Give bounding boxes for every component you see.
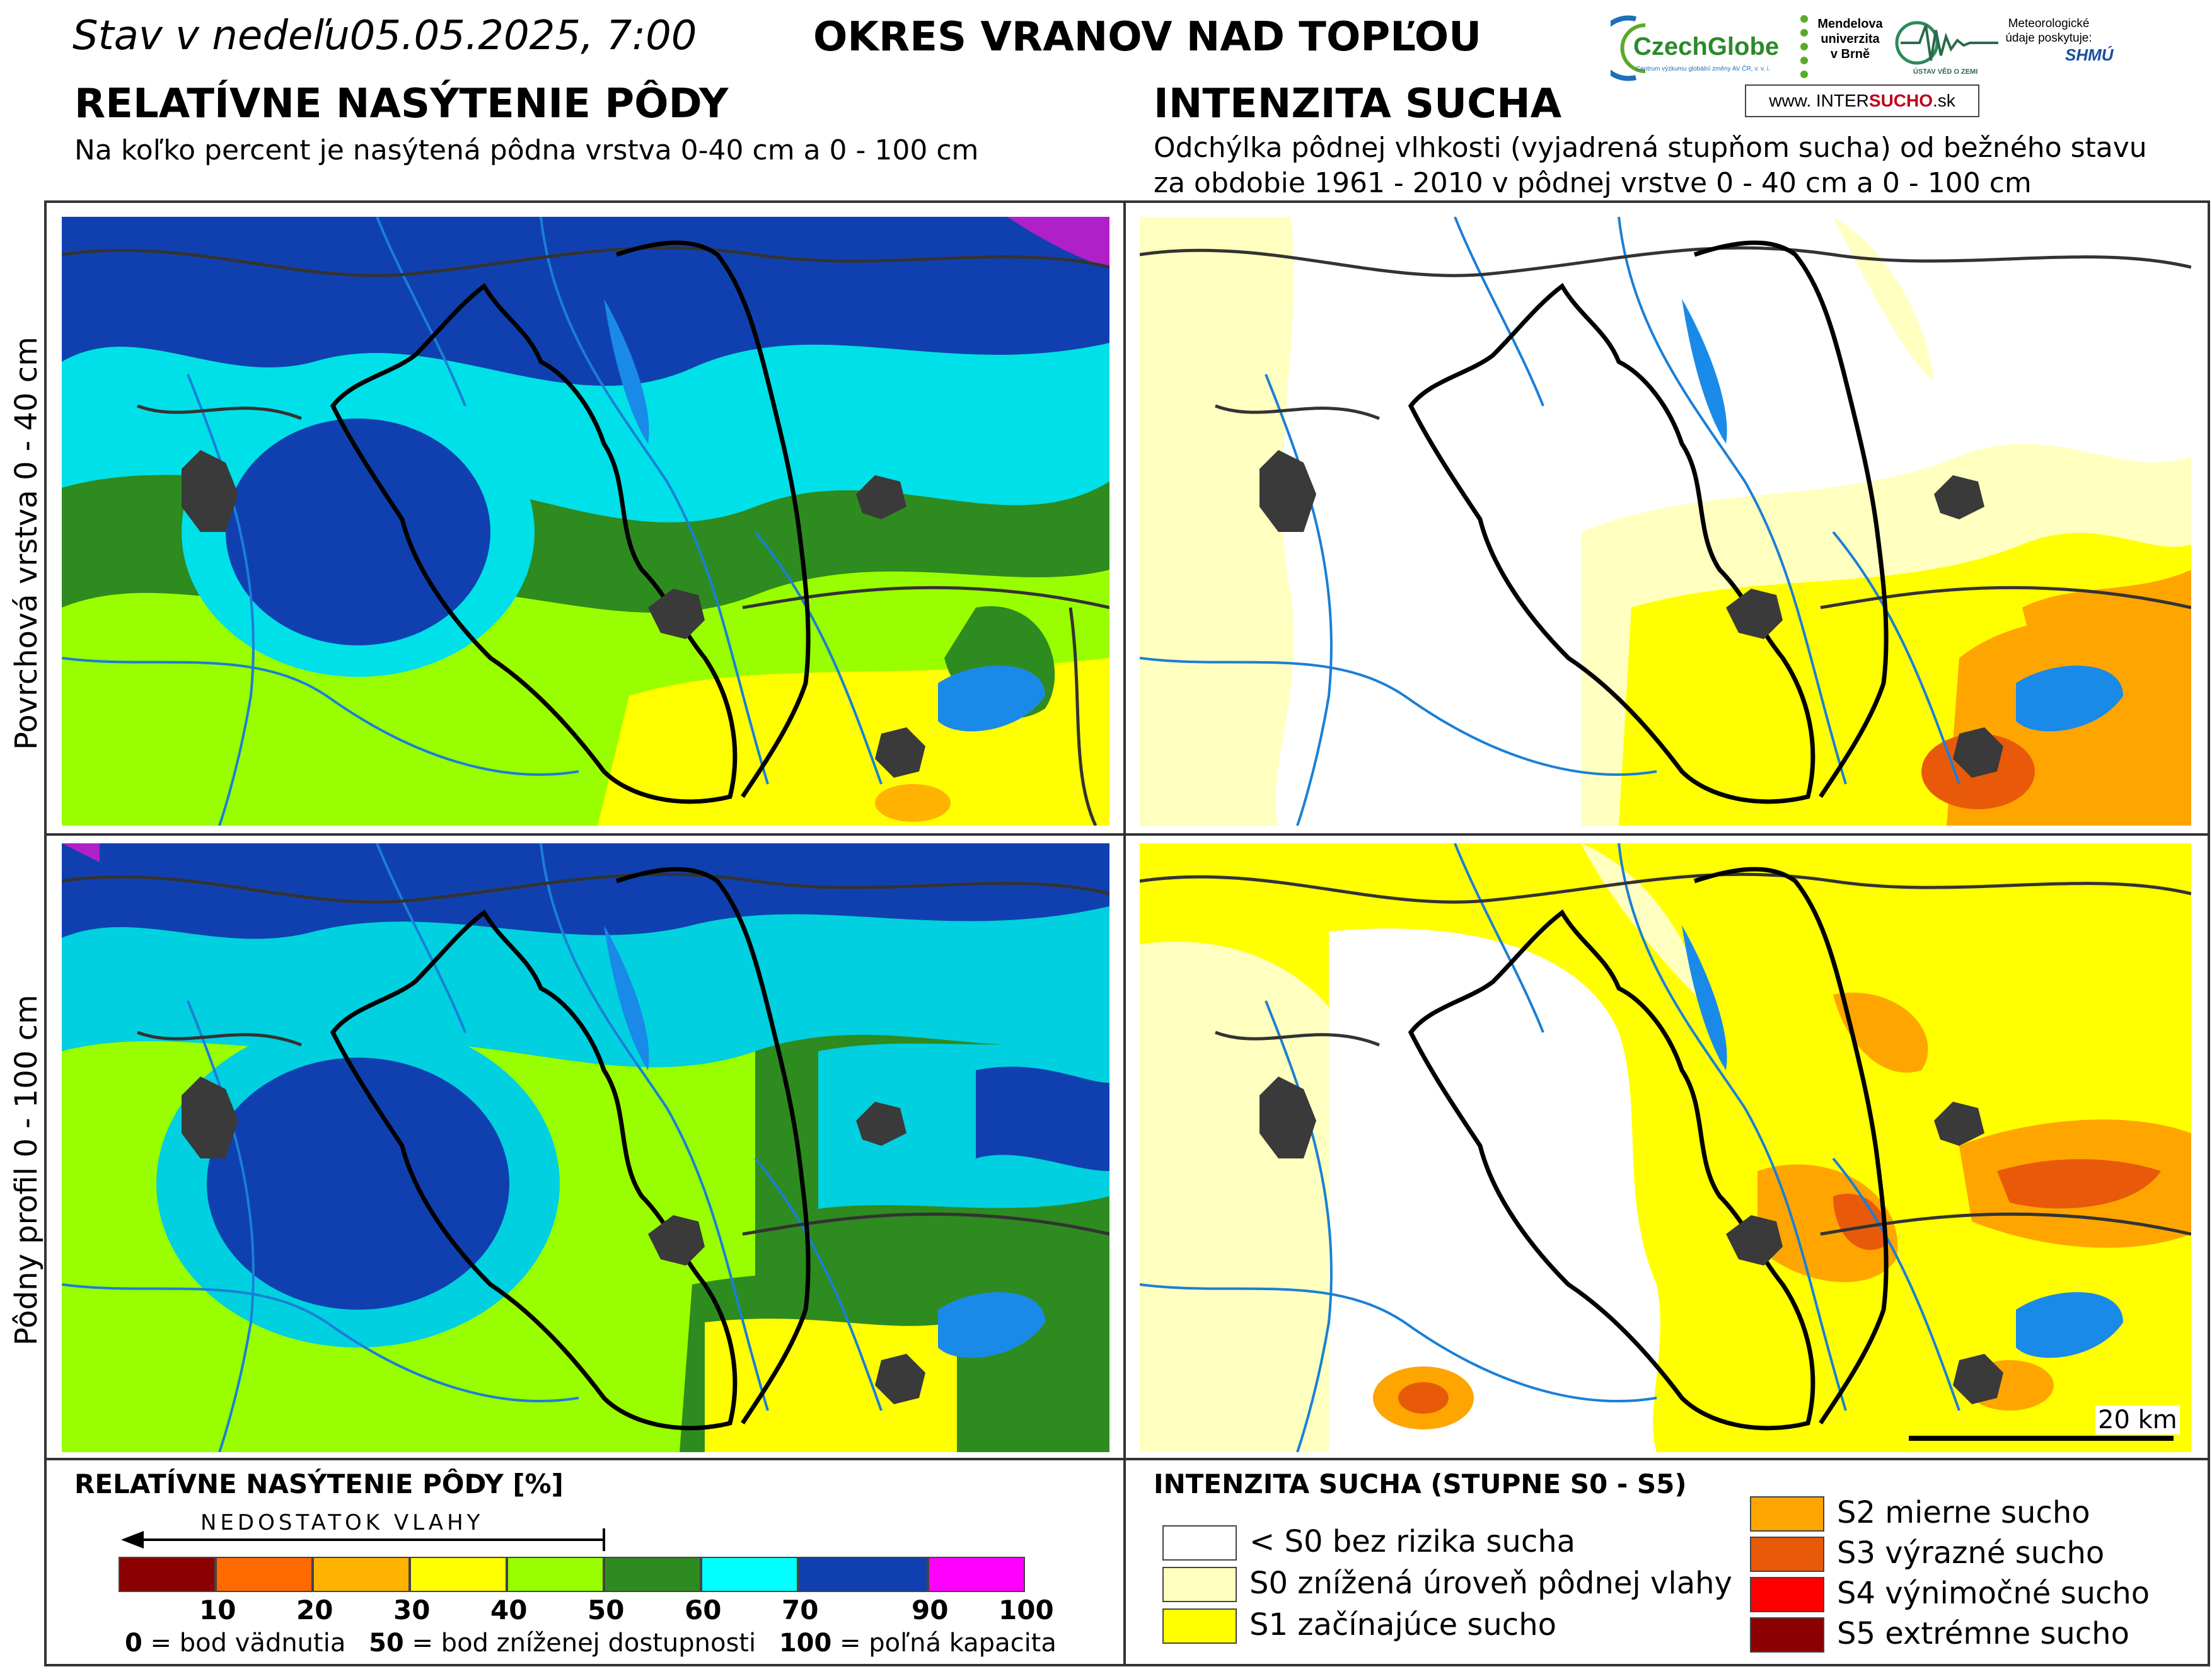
drought-label-s1: S1 začínajúce sucho [1249,1607,1556,1642]
tick-20: 20 [296,1595,333,1625]
saturation-bin-20-30 [313,1557,410,1592]
uvgz-name: ÚSTAV VĚD O ZEMI [1913,68,1978,76]
intersucho-prefix: www. INTER [1769,91,1869,110]
drought-section-subtitle-2: za obdobie 1961 - 2010 v pôdnej vrstve 0… [1154,167,2032,199]
maps-frame [44,200,2210,1666]
tick-30: 30 [393,1595,431,1625]
drought-swatch-none [1162,1525,1237,1561]
saturation-legend-title: RELATÍVNE NASÝTENIE PÔDY [%] [74,1469,564,1499]
tick-50: 50 [588,1595,625,1625]
saturation-section-title: RELATÍVNE NASÝTENIE PÔDY [74,81,729,127]
district-title: OKRES VRANOV NAD TOPĽOU [813,14,1482,61]
drought-swatch-s1 [1162,1608,1237,1644]
note-50-text: = bod zníženej dostupnosti [403,1629,756,1658]
shmu-logo: SHMÚ [2065,45,2114,64]
drought-swatch-s0 [1162,1567,1237,1602]
tick-10: 10 [199,1595,236,1625]
intersucho-bold: SUCHO [1868,91,1933,110]
mendelu-name: Mendelova univerzita v Brně [1817,17,1883,61]
tick-60: 60 [685,1595,722,1625]
tick-100: 100 [999,1595,1054,1625]
drought-swatch-s2 [1750,1496,1824,1532]
drought-label-none: < S0 bez rizika sucha [1249,1524,1576,1559]
note-0-value: 0 [125,1629,142,1658]
shortage-arrow [121,1528,606,1551]
saturation-legend-note: 0 = bod vädnutia 50 = bod zníženej dostu… [125,1629,1057,1658]
saturation-bin-0-10 [119,1557,216,1592]
saturation-bin-30-40 [410,1557,507,1592]
czechglobe-name: CzechGlobe [1633,33,1780,61]
drought-label-s5: S5 extrémne sucho [1837,1616,2129,1651]
scale-bar-line [1909,1436,2174,1441]
note-100-text: = poľná kapacita [831,1629,1057,1658]
tick-70: 70 [782,1595,819,1625]
saturation-bin-10-20 [216,1557,313,1592]
frame-divider-middle [44,833,2210,836]
map-saturation-profile [62,843,1109,1452]
intersucho-logo: www. INTERSUCHO.sk [1745,84,1979,117]
tick-40: 40 [490,1595,528,1625]
saturation-bin-70-90 [798,1557,928,1592]
note-100-value: 100 [779,1629,832,1658]
saturation-section-subtitle: Na koľko percent je nasýtená pôdna vrstv… [74,134,979,166]
map-drought-topsoil [1140,217,2191,826]
drought-section-title: INTENZITA SUCHA [1154,81,1562,127]
map-saturation-topsoil [62,217,1109,826]
date-stamp: Stav v nedeľu05.05.2025, 7:00 [72,13,697,59]
drought-label-s4: S4 výnimočné sucho [1837,1576,2150,1611]
drought-label-s3: S3 výrazné sucho [1837,1535,2105,1571]
shortage-arrow-label: NEDOSTATOK VLAHY [200,1510,484,1535]
note-0-text: = bod vädnutia [142,1629,346,1658]
intersucho-suffix: .sk [1933,91,1955,110]
saturation-bin-90-100 [928,1557,1025,1592]
saturation-bin-60-70 [701,1557,798,1592]
map-drought-profile: 20 km [1140,843,2191,1452]
frame-divider-legend [44,1458,2210,1460]
saturation-bin-40-50 [507,1557,604,1592]
drought-legend-title: INTENZITA SUCHA (STUPNE S0 - S5) [1154,1469,1687,1499]
frame-divider-vertical [1123,200,1126,1666]
czechglobe-subtitle: Centrum výzkumu globální změny AV ČR, v.… [1636,66,1770,72]
drought-swatch-s5 [1750,1617,1824,1653]
row-label-profile: Pôdny profil 0 - 100 cm [9,995,44,1346]
mendelu-logo: Mendelova univerzita v Brně [1797,13,1891,88]
saturation-bin-50-60 [604,1557,701,1592]
meteo-text: Meteorologické údaje poskytuje: [2005,17,2092,45]
drought-swatch-s4 [1750,1577,1824,1612]
drought-swatch-s3 [1750,1537,1824,1572]
row-label-topsoil: Povrchová vrstva 0 - 40 cm [9,337,44,750]
note-50-value: 50 [369,1629,404,1658]
drought-label-s0: S0 znížená úroveň pôdnej vlahy [1249,1566,1732,1601]
uvgz-logo: ÚSTAV VĚD O ZEMI [1894,18,2001,81]
scale-bar-label: 20 km [2095,1406,2180,1434]
czechglobe-logo: CzechGlobe Centrum výzkumu globální změn… [1595,11,1800,84]
tick-90: 90 [912,1595,949,1625]
drought-label-s2: S2 mierne sucho [1837,1495,2090,1530]
drought-section-subtitle-1: Odchýlka pôdnej vlhkosti (vyjadrená stup… [1154,132,2147,164]
